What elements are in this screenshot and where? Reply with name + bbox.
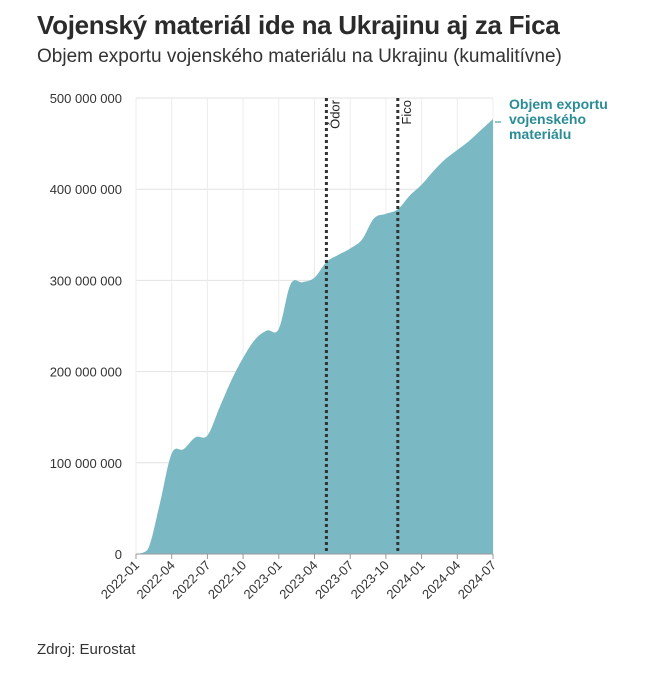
x-tick-label: 2023-01 [241,558,285,602]
x-tick-label: 2022-01 [98,558,142,602]
x-tick-label: 2023-07 [312,558,356,602]
x-tick-label: 2023-04 [276,558,320,602]
event-label: Fico [399,100,414,125]
series-area [136,118,493,554]
area-layer [136,118,493,554]
x-tick-label: 2024-01 [383,558,427,602]
y-tick-label: 0 [115,547,122,562]
y-tick-label: 200 000 000 [50,365,122,380]
y-tick-label: 100 000 000 [50,456,122,471]
chart-subtitle: Objem exportu vojenského materiálu na Uk… [37,46,562,67]
x-tick-label: 2022-04 [133,558,177,602]
y-tick-label: 500 000 000 [50,91,122,106]
chart-title: Vojenský materiál ide na Ukrajinu aj za … [37,10,560,40]
source-note: Zdroj: Eurostat [37,641,136,658]
y-tick-label: 400 000 000 [50,182,122,197]
legend-label-line: materiálu [509,126,571,142]
x-tick-label: 2022-10 [205,558,249,602]
legend-label-line: Objem exportu [509,96,608,112]
legend-label-line: vojenského [509,111,586,127]
event-layer: Ódor Fico [324,98,414,554]
x-tick-label: 2022-07 [169,558,213,602]
chart-canvas: 0 100 000 000 200 000 000 300 000 000 400 00… [50,91,608,602]
x-tick-label: 2024-04 [419,558,463,602]
x-tick-label: 2024-07 [455,558,499,602]
y-tick-label: 300 000 000 [50,273,122,288]
x-tick-label: 2023-10 [348,558,392,602]
event-label: Ódor [327,99,342,129]
